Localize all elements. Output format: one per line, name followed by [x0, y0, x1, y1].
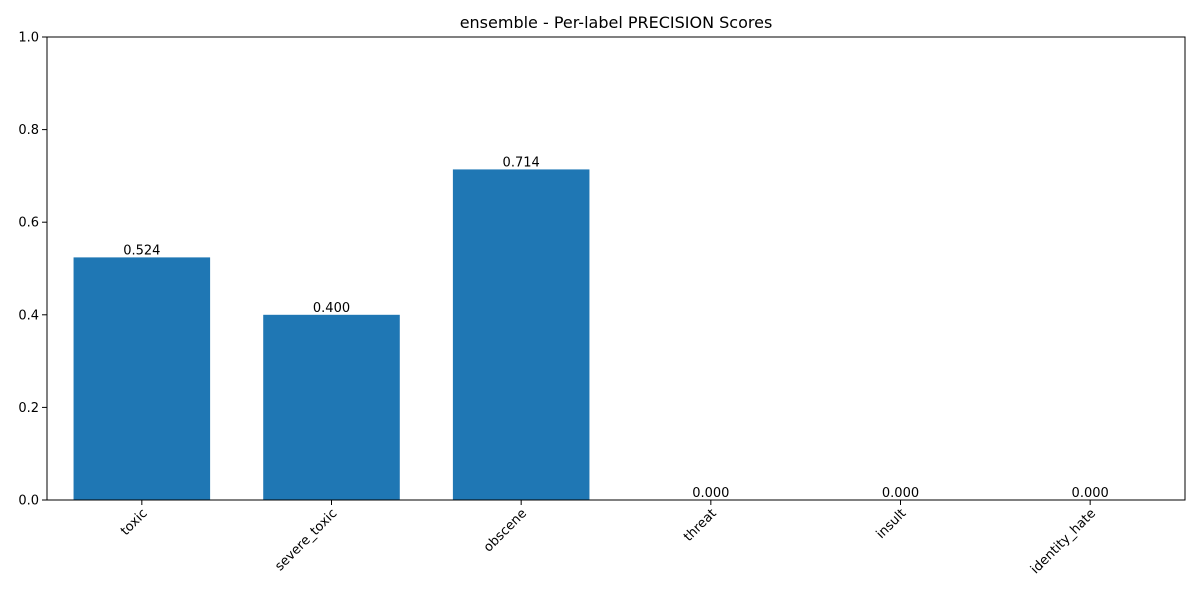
y-tick-label: 0.8	[18, 123, 39, 138]
x-tick-label-identity-hate: identity_hate	[1028, 506, 1099, 577]
y-tick-label: 0.0	[18, 494, 39, 509]
value-label-toxic: 0.524	[123, 243, 160, 258]
value-label-obscene: 0.714	[503, 155, 540, 170]
value-label-identity-hate: 0.000	[1072, 486, 1109, 501]
bar-severe-toxic	[263, 314, 400, 500]
value-label-severe-toxic: 0.400	[313, 301, 350, 316]
value-label-insult: 0.000	[882, 486, 919, 501]
y-tick-label: 0.2	[18, 401, 39, 416]
y-axis: 0.0 0.2 0.4 0.6 0.8 1.0	[18, 31, 47, 509]
bar-obscene	[452, 169, 590, 500]
y-tick-label: 0.4	[18, 308, 39, 323]
x-axis: toxic severe_toxic obscene threat insult iden…	[118, 500, 1099, 577]
chart-title: ensemble - Per-label PRECISION Scores	[460, 13, 773, 32]
bars-layer	[73, 169, 590, 500]
x-tick-label-insult: insult	[874, 506, 910, 542]
x-tick-label-threat: threat	[681, 506, 720, 545]
y-tick-label: 0.6	[18, 216, 39, 231]
x-tick-label-severe-toxic: severe_toxic	[272, 506, 340, 574]
plot-frame	[46, 36, 1186, 501]
bar-toxic	[73, 257, 211, 500]
x-tick-label-obscene: obscene	[481, 506, 530, 555]
value-label-threat: 0.000	[692, 486, 729, 501]
value-labels-layer: 0.524 0.400 0.714 0.000 0.000 0.000	[123, 155, 1109, 501]
y-tick-label: 1.0	[18, 31, 39, 46]
x-tick-label-toxic: toxic	[118, 506, 151, 539]
